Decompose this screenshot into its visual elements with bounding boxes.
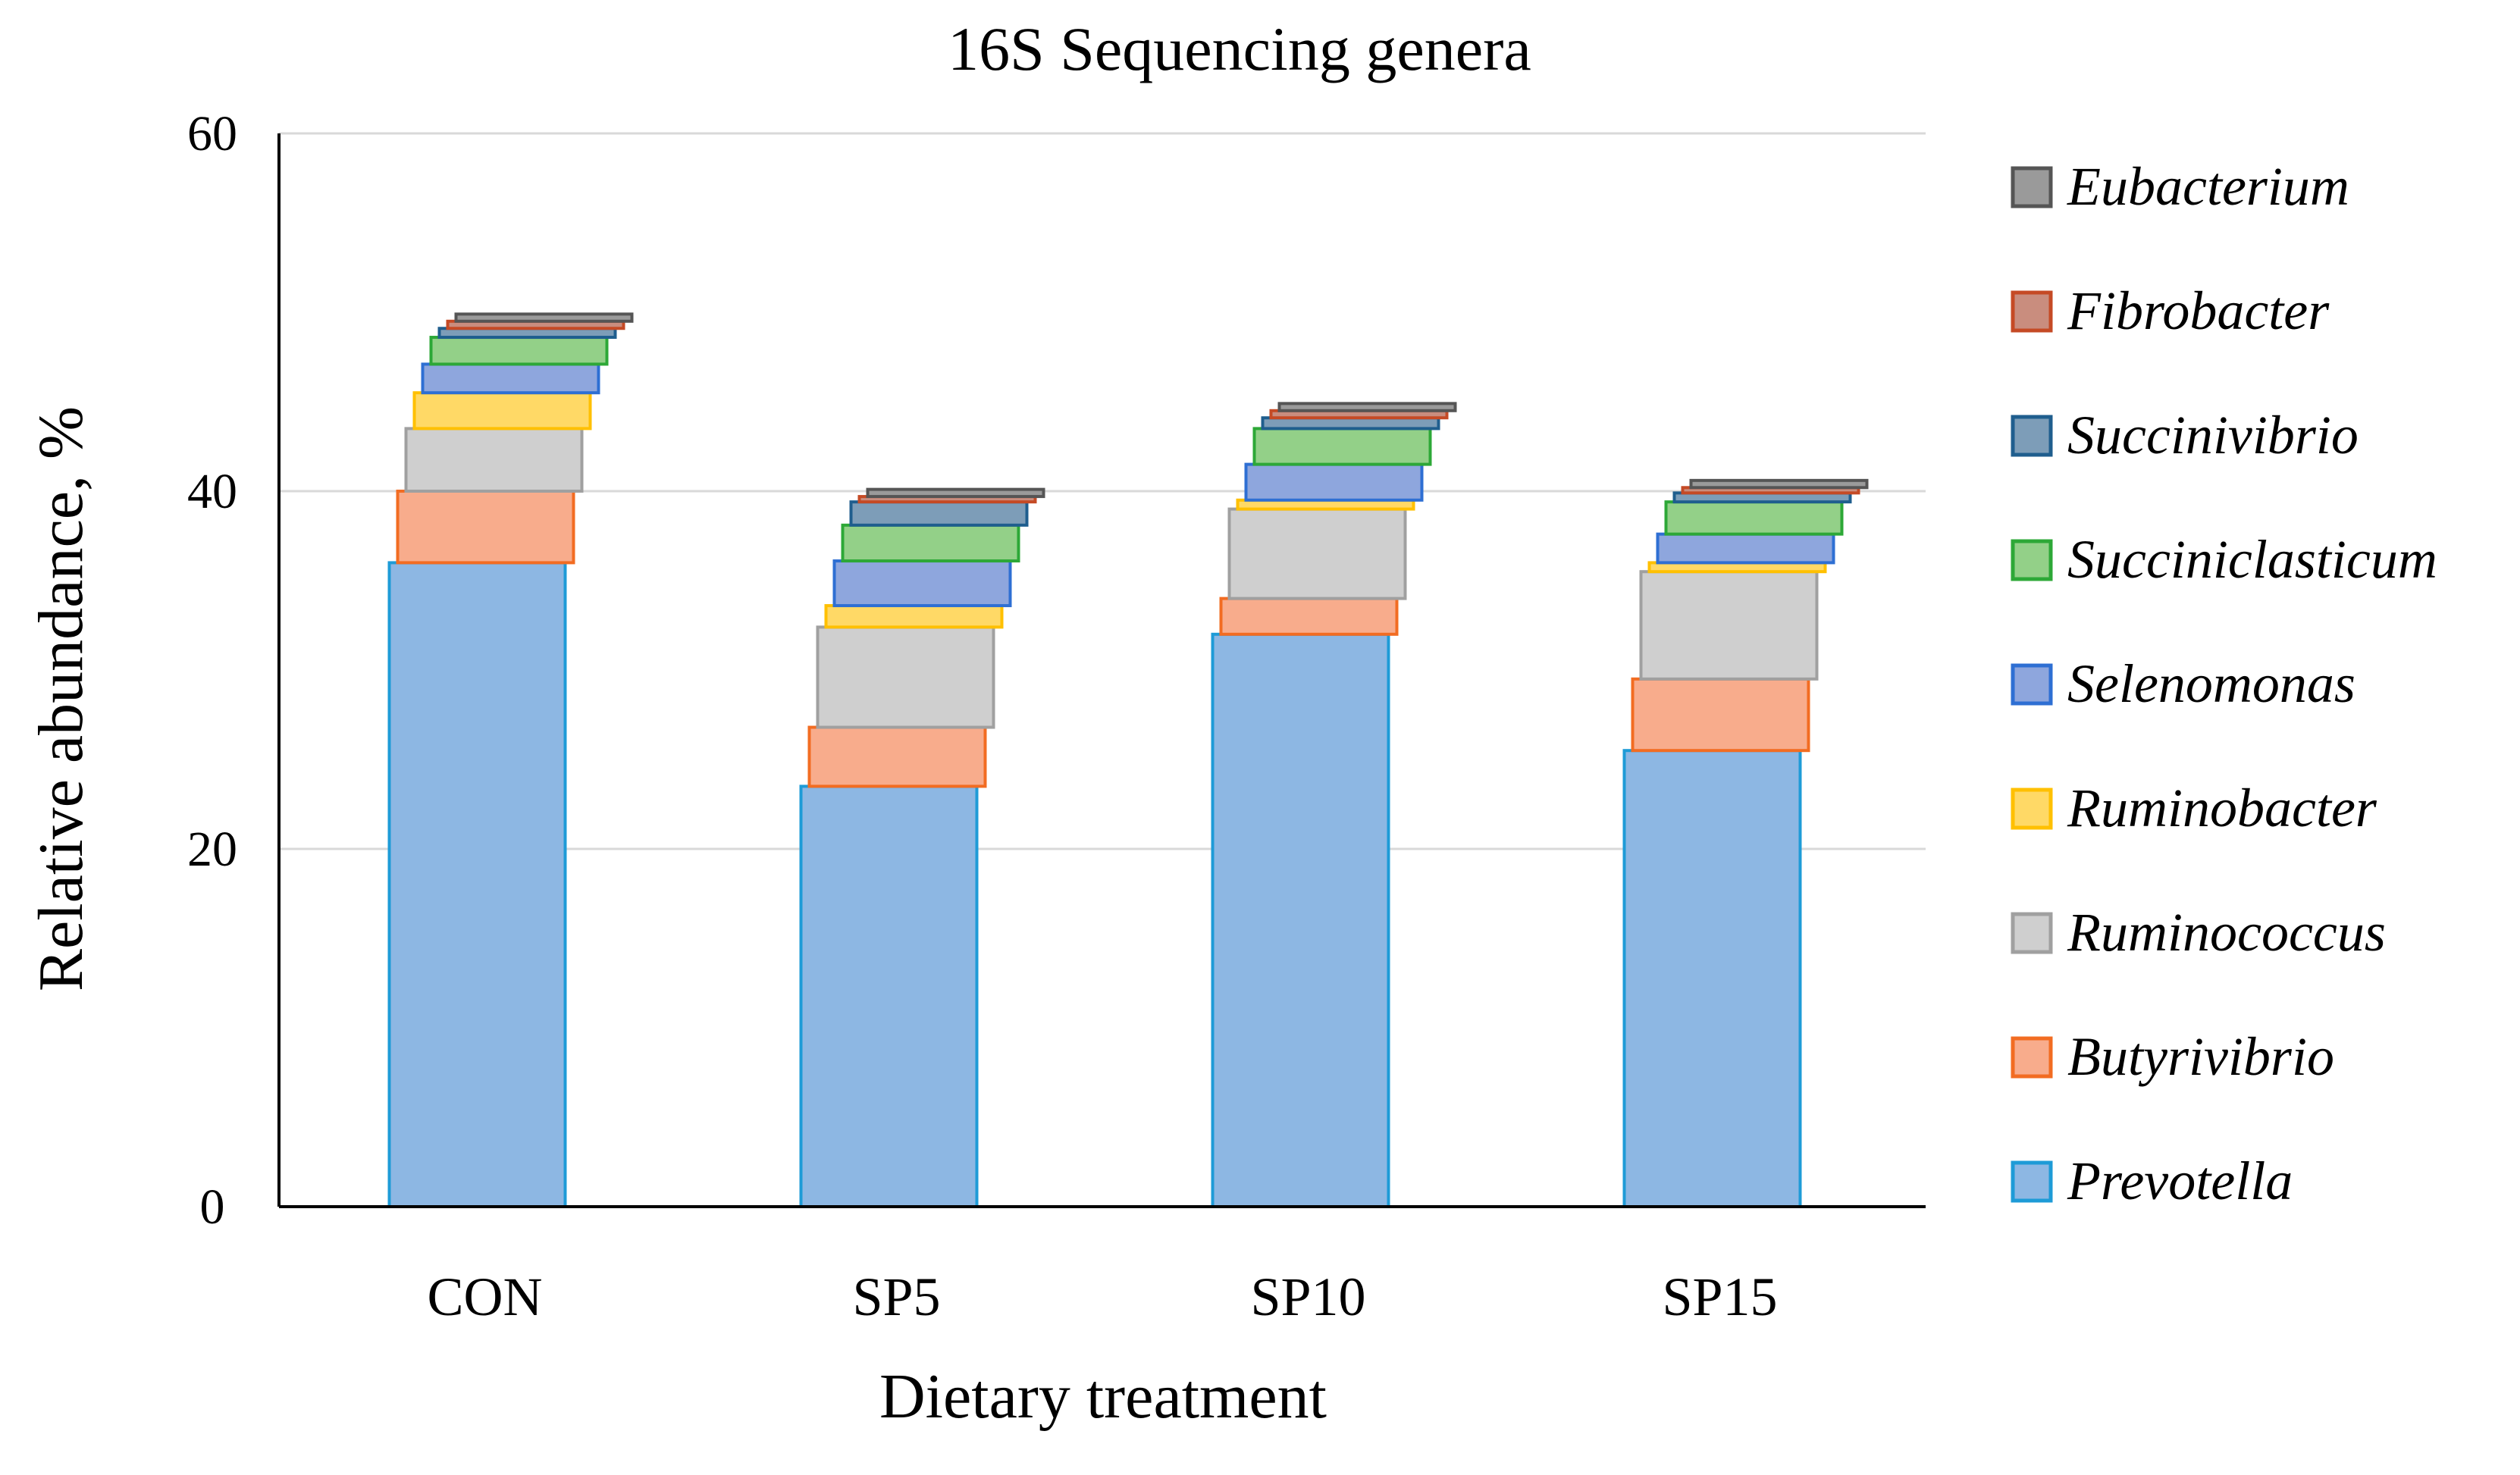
legend-swatch [2011, 912, 2053, 954]
legend-label: Selenomonas [2067, 653, 2355, 714]
bar-sp10-ruminococcus [1227, 507, 1407, 600]
y-axis-title: Relative abundance, % [26, 406, 96, 991]
bar-con-succiniclasticum [429, 336, 609, 366]
bar-stack-sp15 [1622, 478, 1869, 1208]
bar-sp15-ruminococcus [1639, 570, 1819, 681]
bar-sp10-succinivibrio [1261, 416, 1440, 431]
legend-label: Prevotella [2067, 1151, 2293, 1211]
bar-stack-con [387, 312, 634, 1208]
bar-sp10-prevotella [1211, 632, 1390, 1208]
legend-label: Succiniclasticum [2067, 529, 2437, 590]
bar-sp5-prevotella [799, 784, 979, 1208]
bar-con-ruminobacter [412, 391, 592, 431]
axes [277, 133, 1926, 1208]
bar-sp5-butyrivibrio [807, 725, 987, 788]
legend-label: Butyrivibrio [2067, 1026, 2334, 1087]
x-tick-label: SP10 [1250, 1267, 1365, 1327]
legend-label: Ruminococcus [2067, 902, 2386, 963]
legend-item-ruminobacter: Ruminobacter [2011, 778, 2377, 838]
legend-item-selenomonas: Selenomonas [2011, 653, 2355, 714]
legend-swatch [2011, 663, 2053, 706]
bar-sp10-eubacterium [1277, 402, 1457, 412]
y-tick-label: 20 [187, 822, 237, 877]
chart-title: 16S Sequencing genera [948, 14, 1531, 83]
legend-swatch [2011, 415, 2053, 457]
bar-con-prevotella [387, 561, 567, 1208]
bar-sp5-eubacterium [866, 487, 1045, 499]
x-tick-labels: CON SP5 SP10 SP15 [427, 1267, 1777, 1327]
bar-sp5-succiniclasticum [841, 523, 1020, 563]
bar-sp15-prevotella [1622, 749, 1802, 1208]
legend-item-ruminococcus: Ruminococcus [2011, 902, 2386, 963]
legend-item-butyrivibrio: Butyrivibrio [2011, 1026, 2334, 1087]
bar-con-selenomonas [421, 362, 600, 395]
legend-item-prevotella: Prevotella [2011, 1151, 2293, 1211]
bar-sp10-selenomonas [1244, 462, 1424, 502]
legend-swatch [2011, 788, 2053, 830]
legend-item-succinivibrio: Succinivibrio [2011, 405, 2359, 465]
bar-sp5-succinivibrio [849, 500, 1029, 527]
bar-con-eubacterium [454, 312, 634, 323]
legend-label: Fibrobacter [2067, 280, 2330, 341]
x-axis-title: Dietary treatment [879, 1361, 1327, 1432]
legend-swatch [2011, 539, 2053, 581]
x-tick-label: SP15 [1662, 1267, 1777, 1327]
y-tick-label: 60 [187, 106, 237, 161]
legend-swatch [2011, 290, 2053, 333]
bar-sp10-succiniclasticum [1252, 427, 1432, 466]
bar-sp5-ruminococcus [816, 625, 995, 729]
bar-sp15-eubacterium [1689, 478, 1869, 490]
bar-sp15-butyrivibrio [1631, 677, 1810, 753]
legend-swatch [2011, 1036, 2053, 1079]
y-tick-label: 40 [187, 464, 237, 519]
bar-con-ruminococcus [404, 427, 584, 493]
legend-label: Ruminobacter [2067, 778, 2377, 838]
legend-item-eubacterium: Eubacterium [2011, 156, 2349, 217]
bar-sp15-succiniclasticum [1664, 500, 1844, 536]
bar-sp15-selenomonas [1656, 532, 1835, 565]
legend-label: Succinivibrio [2067, 405, 2359, 465]
bars [387, 312, 1869, 1208]
legend-swatch [2011, 1160, 2053, 1203]
x-tick-label: SP5 [852, 1267, 940, 1327]
bar-stack-sp5 [799, 487, 1045, 1208]
bar-sp5-ruminobacter [824, 604, 1004, 629]
y-tick-label: 0 [200, 1179, 225, 1235]
legend-item-fibrobacter: Fibrobacter [2011, 280, 2330, 341]
bar-sp5-selenomonas [832, 559, 1012, 608]
legend-swatch [2011, 166, 2053, 208]
bar-con-butyrivibrio [396, 490, 575, 565]
bar-sp10-butyrivibrio [1219, 597, 1399, 636]
legend: Eubacterium Fibrobacter Succinivibrio Succi… [2011, 156, 2437, 1211]
x-tick-label: CON [427, 1267, 542, 1327]
y-tick-labels: 0 20 40 60 [187, 106, 237, 1235]
legend-item-succiniclasticum: Succiniclasticum [2011, 529, 2437, 590]
legend-label: Eubacterium [2067, 156, 2349, 217]
bar-stack-sp10 [1211, 402, 1457, 1208]
